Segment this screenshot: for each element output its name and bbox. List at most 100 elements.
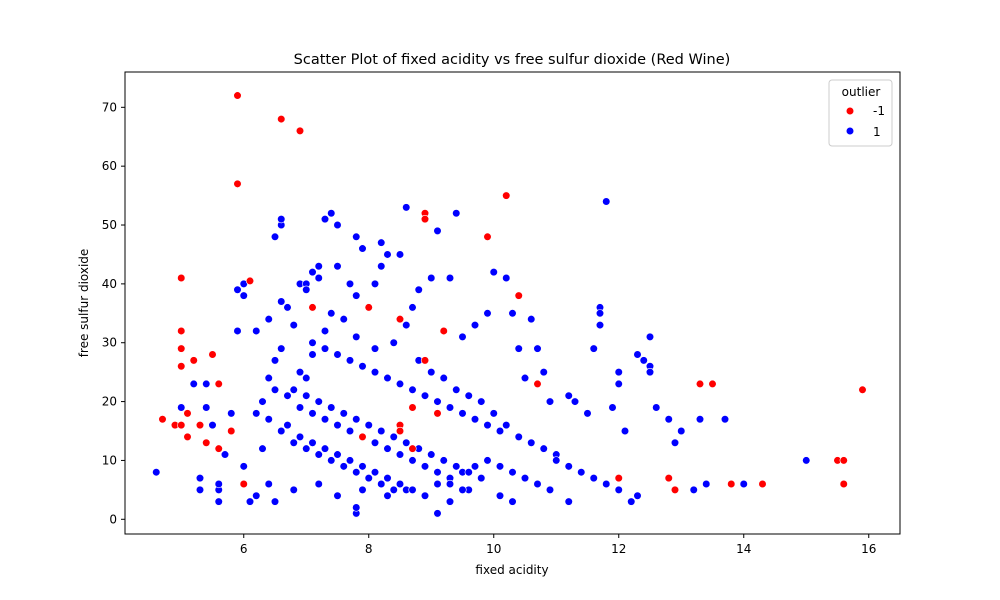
inlier-point [202, 379, 211, 389]
inlier-point [395, 450, 405, 459]
inlier-point [614, 485, 623, 494]
inlier-point [633, 350, 642, 359]
chart-title: Scatter Plot of fixed acidity vs free su… [294, 52, 731, 68]
legend: outlier -1 1 [828, 79, 893, 147]
inlier-point [377, 426, 386, 436]
inlier-point [258, 444, 267, 453]
inlier-point [645, 332, 655, 341]
inlier-point [389, 338, 398, 347]
inlier-point [195, 485, 205, 494]
inlier-point [358, 244, 367, 253]
inlier-point [608, 403, 617, 412]
y-tick-label: 20 [102, 395, 117, 409]
inlier-point [802, 456, 811, 465]
outlier-point [227, 426, 236, 436]
inlier-point [383, 373, 392, 383]
inlier-point [495, 491, 505, 500]
inlier-point [295, 403, 305, 412]
inlier-point [489, 409, 498, 418]
legend-box [828, 79, 893, 147]
inlier-point [333, 491, 342, 500]
inlier-point [327, 456, 336, 465]
inlier-point [533, 479, 542, 489]
inlier-point [445, 273, 455, 283]
inlier-point [439, 456, 448, 465]
inlier-point [483, 421, 492, 430]
inlier-point [270, 497, 280, 506]
outlier-point [233, 179, 242, 188]
inlier-point [339, 409, 348, 418]
inlier-point [452, 462, 461, 471]
inlier-point [470, 320, 480, 330]
inlier-point [433, 479, 442, 489]
inlier-point [264, 479, 273, 489]
inlier-point [389, 432, 398, 441]
inlier-point [352, 415, 361, 424]
inlier-point [252, 491, 261, 500]
outlier-point [420, 215, 430, 224]
inlier-point [545, 485, 555, 494]
data-points [152, 91, 867, 518]
inlier-point [452, 209, 461, 218]
inlier-point [452, 385, 461, 394]
outlier-point [177, 362, 186, 371]
inlier-point [508, 468, 517, 477]
y-tick-label: 60 [102, 159, 117, 173]
inlier-point [695, 415, 705, 424]
inlier-point [289, 385, 298, 394]
inlier-point [333, 262, 342, 271]
inlier-point [602, 197, 611, 206]
outlier-point [408, 444, 417, 453]
outlier-point [664, 473, 673, 483]
inlier-point [645, 368, 655, 377]
inlier-point [270, 232, 280, 241]
outlier-point [533, 379, 542, 389]
inlier-point [652, 403, 661, 412]
inlier-point [289, 485, 298, 494]
inlier-point [408, 303, 417, 312]
outlier-point [858, 385, 867, 394]
inlier-point [220, 450, 230, 459]
inlier-point [664, 415, 673, 424]
inlier-point [327, 403, 336, 412]
inlier-point [464, 468, 473, 477]
inlier-point [420, 491, 430, 500]
inlier-point [527, 315, 536, 324]
inlier-point [302, 373, 311, 383]
inlier-point [689, 485, 698, 494]
inlier-point [345, 426, 355, 436]
inlier-point [339, 462, 348, 471]
inlier-point [539, 444, 548, 453]
inlier-point [639, 356, 648, 365]
inlier-point [308, 438, 317, 447]
inlier-point [458, 485, 467, 494]
inlier-point [520, 373, 530, 383]
inlier-point [514, 432, 523, 441]
outlier-point [295, 126, 305, 135]
inlier-point [408, 456, 417, 465]
y-tick-label: 10 [102, 453, 117, 467]
inlier-point [377, 479, 386, 489]
inlier-point [345, 279, 355, 288]
inlier-point [283, 303, 292, 312]
inlier-point [314, 397, 323, 406]
inlier-point [302, 285, 311, 294]
inlier-point [252, 409, 261, 418]
outlier-point [189, 356, 198, 365]
inlier-point [308, 268, 317, 277]
inlier-point [314, 273, 323, 283]
inlier-point [333, 421, 342, 430]
outlier-point [208, 350, 217, 359]
inlier-point [289, 320, 298, 330]
inlier-point [302, 444, 311, 453]
inlier-point [495, 462, 505, 471]
inlier-point [402, 438, 411, 447]
inlier-point [545, 397, 555, 406]
x-tick-label: 16 [861, 542, 876, 556]
inlier-point [320, 215, 330, 224]
inlier-point [514, 344, 523, 353]
inlier-point [495, 426, 505, 436]
inlier-point [383, 491, 392, 500]
inlier-point [395, 479, 405, 489]
inlier-point [352, 332, 361, 341]
